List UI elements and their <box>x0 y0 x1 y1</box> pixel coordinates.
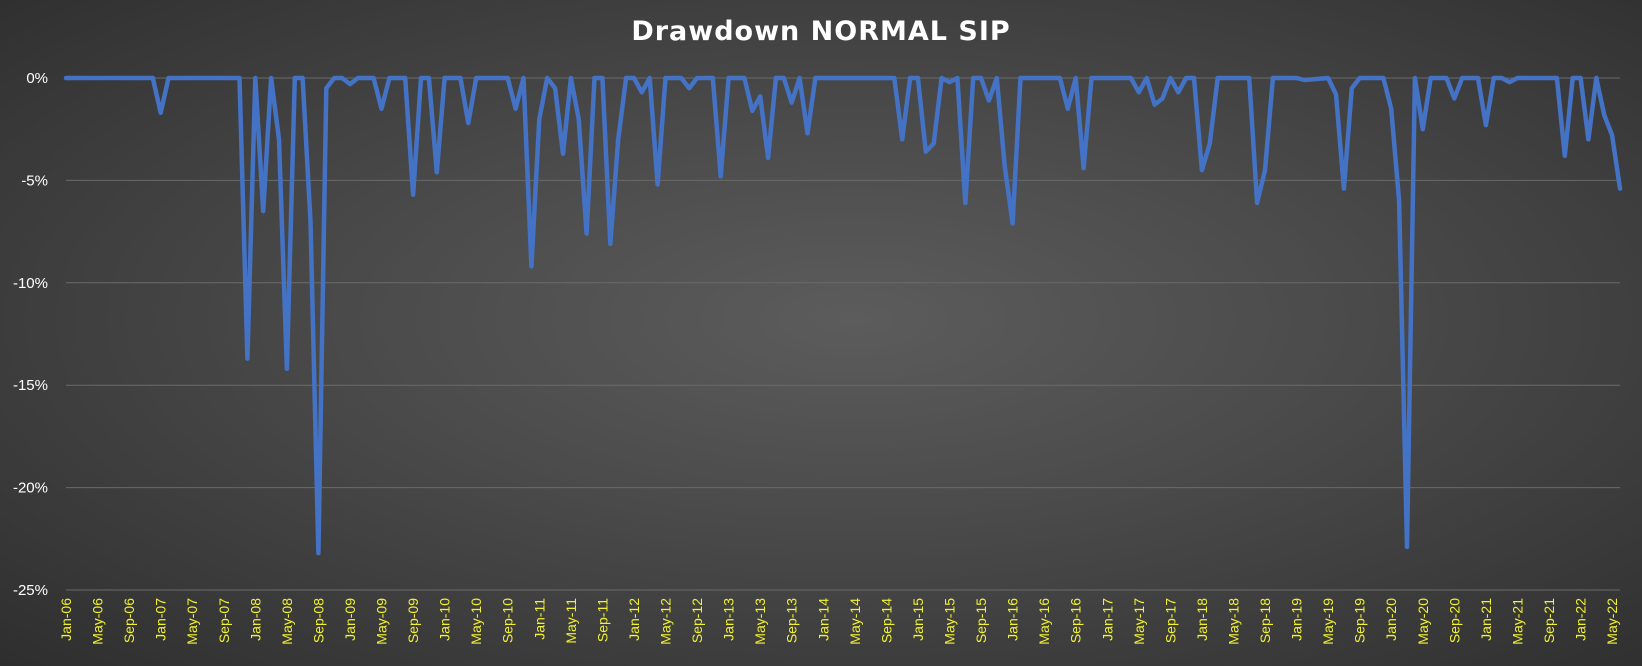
x-tick-label: Sep-12 <box>689 598 705 643</box>
y-tick-label: 0% <box>26 70 48 87</box>
x-tick-label: May-14 <box>847 598 863 645</box>
x-tick-label: Jan-16 <box>1005 598 1021 641</box>
chart-title: Drawdown NORMAL SIP <box>631 16 1011 47</box>
x-tick-label: Jan-17 <box>1099 598 1115 641</box>
x-tick-label: Jan-13 <box>721 598 737 641</box>
x-axis-tick-labels: Jan-06 May-06 Sep-06 Jan-07 May-07 Sep-07 Jan-… <box>58 598 1620 645</box>
x-tick-label: Sep-07 <box>216 598 232 643</box>
x-tick-label: May-19 <box>1320 598 1336 645</box>
gridlines <box>66 77 1620 591</box>
x-tick-label: May-06 <box>90 598 106 645</box>
y-axis-tick-labels: 0% -5% -10% -15% -20% -25% <box>13 70 48 599</box>
x-tick-label: Sep-09 <box>405 598 421 643</box>
x-tick-label: Sep-16 <box>1068 598 1084 643</box>
x-tick-label: Sep-18 <box>1257 598 1273 643</box>
x-tick-label: Jan-20 <box>1383 598 1399 641</box>
x-tick-label: May-10 <box>468 598 484 645</box>
x-tick-label: Jan-22 <box>1573 598 1589 641</box>
x-tick-label: Sep-15 <box>973 598 989 643</box>
x-tick-label: Jan-21 <box>1478 598 1494 641</box>
x-tick-label: Sep-10 <box>500 598 516 643</box>
x-tick-label: May-15 <box>941 598 957 645</box>
x-tick-label: Jan-08 <box>247 598 263 641</box>
y-tick-label: -25% <box>13 582 48 599</box>
x-tick-label: Sep-08 <box>310 598 326 643</box>
y-tick-label: -20% <box>13 480 48 497</box>
x-tick-label: May-17 <box>1131 598 1147 645</box>
x-tick-label: Sep-20 <box>1446 598 1462 643</box>
x-tick-label: Jan-15 <box>910 598 926 641</box>
x-tick-label: May-18 <box>1225 598 1241 645</box>
x-tick-label: Sep-11 <box>594 598 610 642</box>
x-tick-label: Sep-14 <box>878 598 894 643</box>
y-tick-label: -5% <box>21 172 48 189</box>
series-line-drawdown <box>63 75 1623 556</box>
x-tick-label: May-12 <box>658 598 674 645</box>
x-tick-label: Sep-17 <box>1162 598 1178 643</box>
x-tick-label: Sep-06 <box>121 598 137 643</box>
x-tick-label: May-13 <box>752 598 768 645</box>
x-tick-label: Jan-10 <box>437 598 453 641</box>
x-tick-label: Jan-18 <box>1194 598 1210 641</box>
x-tick-label: May-11 <box>563 598 579 644</box>
x-tick-label: May-16 <box>1036 598 1052 645</box>
x-tick-label: Jan-09 <box>342 598 358 641</box>
x-tick-label: May-07 <box>184 598 200 645</box>
x-tick-label: Jan-12 <box>626 598 642 641</box>
x-tick-label: May-09 <box>374 598 390 645</box>
x-tick-label: Sep-21 <box>1541 598 1557 643</box>
x-tick-label: Jan-19 <box>1289 598 1305 641</box>
x-tick-label: Jan-11 <box>531 598 547 640</box>
x-tick-label: Jan-07 <box>153 598 169 641</box>
x-tick-label: May-08 <box>279 598 295 645</box>
series-layer <box>63 75 1623 556</box>
x-tick-label: May-22 <box>1604 598 1620 645</box>
x-tick-label: Jan-14 <box>815 598 831 641</box>
x-tick-label: May-21 <box>1509 598 1525 645</box>
y-tick-label: -15% <box>13 377 48 394</box>
x-tick-label: Jan-06 <box>58 598 74 641</box>
x-tick-label: May-20 <box>1415 598 1431 645</box>
x-tick-label: Sep-13 <box>784 598 800 643</box>
x-tick-label: Sep-19 <box>1352 598 1368 643</box>
y-tick-label: -10% <box>13 275 48 292</box>
